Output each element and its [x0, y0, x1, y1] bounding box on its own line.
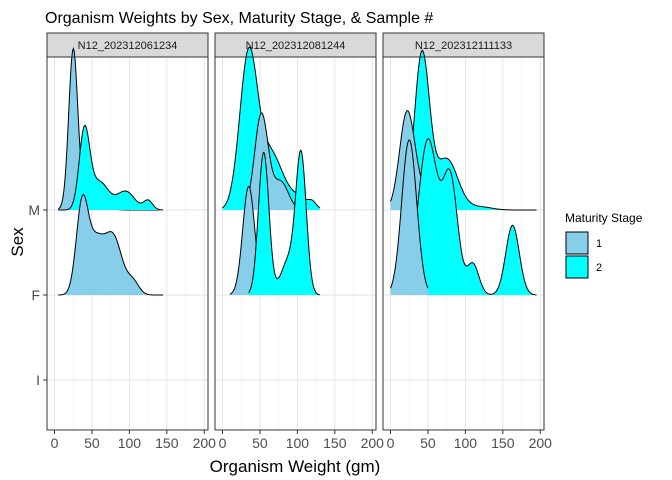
- density-F-stage-2: [248, 150, 320, 295]
- y-axis: I F M: [28, 202, 47, 388]
- x-tick-label: 200: [361, 435, 385, 451]
- density-outline: [404, 138, 537, 296]
- density-F-stage-1: [390, 140, 428, 295]
- x-tick-label: 200: [529, 435, 553, 451]
- panel-border: [46, 56, 209, 431]
- y-tick-label: M: [28, 202, 40, 218]
- y-tick-label: I: [36, 372, 40, 388]
- legend-label: 2: [596, 262, 602, 274]
- density-outline: [397, 49, 537, 211]
- density-outline: [390, 139, 429, 289]
- density-outline: [58, 193, 164, 296]
- density-outline: [248, 112, 298, 208]
- x-tick-label: 50: [84, 435, 100, 451]
- facet-strip: [382, 32, 545, 58]
- x-tick-label: 150: [323, 435, 347, 451]
- legend-swatch: [565, 255, 589, 279]
- facet-strip: [214, 32, 377, 58]
- panel-border: [214, 56, 377, 431]
- x-tick-label: 100: [286, 435, 310, 451]
- legend-swatch: [565, 231, 589, 255]
- x-tick-label: 0: [387, 435, 395, 451]
- legend-label: 1: [596, 238, 602, 250]
- x-tick-label: 0: [219, 435, 227, 451]
- x-tick-label: 100: [118, 435, 142, 451]
- x-tick-label: 200: [193, 435, 217, 451]
- facet-panel: N12_202312061234 0 50 100 150 200: [46, 32, 217, 451]
- density-outline: [248, 149, 320, 296]
- legend-title: Maturity Stage: [565, 211, 643, 225]
- x-axis-title: Organism Weight (gm): [210, 457, 381, 476]
- facet-strip-label: N12_202312081244: [246, 40, 346, 52]
- x-tick-label: 100: [454, 435, 478, 451]
- facet-panel: N12_202312081244 0 50 100 150 200: [214, 32, 385, 451]
- density-F-stage-2: [405, 138, 537, 295]
- facet-strip-label: N12_202312111133: [415, 40, 512, 52]
- legend: Maturity Stage 1 2: [565, 211, 643, 279]
- density-M-stage-2: [222, 47, 320, 211]
- y-tick-label: F: [31, 287, 40, 303]
- density-M-stage-2: [58, 125, 164, 210]
- y-axis-title: Sex: [8, 227, 27, 257]
- panel-border: [382, 56, 545, 431]
- chart-title: Organism Weights by Sex, Maturity Stage,…: [45, 10, 433, 27]
- density-outline: [58, 124, 164, 211]
- x-tick-label: 50: [252, 435, 268, 451]
- facet-strip-label: N12_202312061234: [78, 40, 178, 52]
- facet-panel: N12_202312111133 0 50 100 150 200: [382, 32, 553, 451]
- density-F-stage-1: [58, 194, 164, 295]
- x-tick-label: 150: [155, 435, 179, 451]
- x-tick-label: 0: [51, 435, 59, 451]
- gridlines: [215, 57, 376, 430]
- density-M-stage-1: [58, 48, 160, 211]
- x-tick-label: 150: [491, 435, 515, 451]
- x-tick-label: 50: [420, 435, 436, 451]
- density-F-stage-1: [229, 186, 298, 295]
